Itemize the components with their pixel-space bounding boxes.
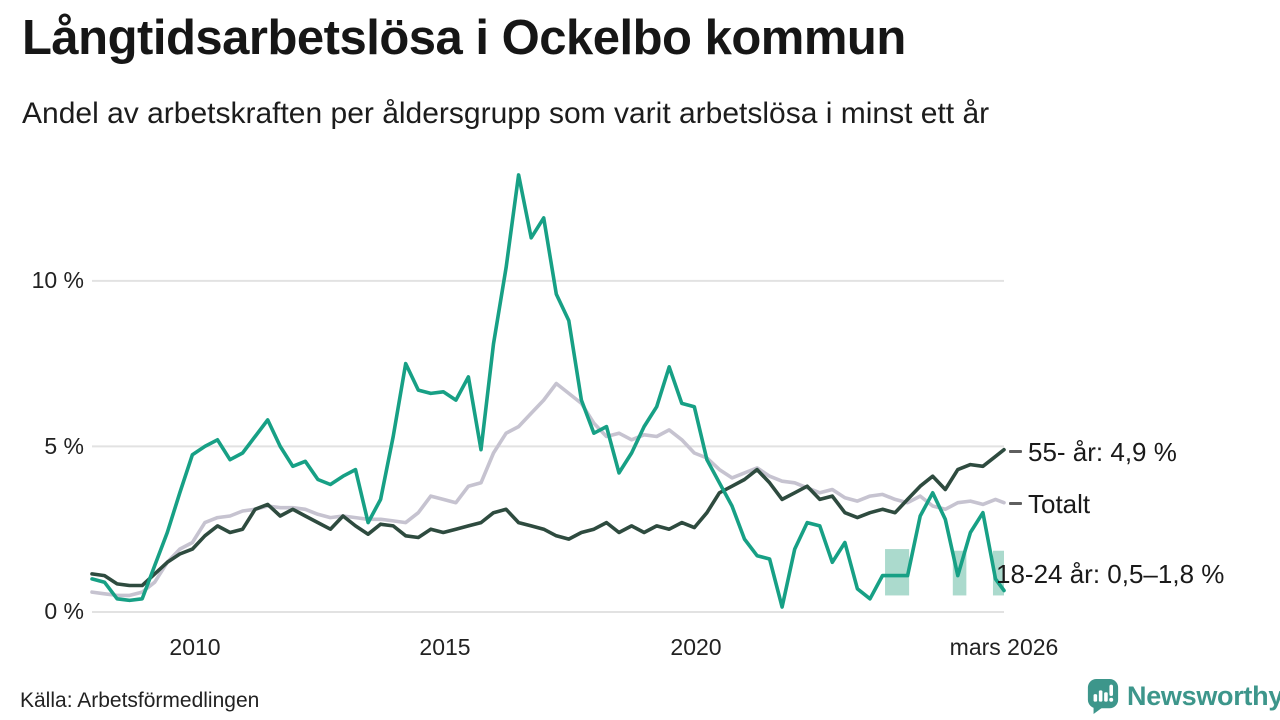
end-label-tick-totalt (1009, 502, 1022, 505)
end-label-tick-55-ar (1009, 450, 1022, 453)
source-note: Källa: Arbetsförmedlingen (20, 689, 260, 712)
x-axis-tick-2010: 2010 (169, 634, 221, 660)
end-label-18-24-ar: 18-24 år: 0,5–1,8 % (996, 559, 1225, 589)
x-axis-tick-2020: 2020 (670, 634, 722, 660)
uncertainty-band-2 (992, 550, 1004, 596)
y-axis-tick-5: 5 % (44, 433, 84, 459)
uncertainty-band-0 (885, 549, 910, 596)
x-axis-tick-2015: 2015 (419, 634, 471, 660)
end-label-55-ar: 55- år: 4,9 % (1028, 437, 1177, 467)
series-line-totalt (90, 381, 1006, 598)
newsworthy-speech-bubble-bar-chart-icon (1087, 679, 1119, 714)
x-axis-tick-mars-2026: mars 2026 (949, 634, 1059, 660)
y-axis-tick-10: 10 % (31, 267, 84, 293)
end-label-totalt: Totalt (1028, 489, 1091, 519)
page-subtitle: Andel av arbetskraften per åldersgrupp s… (22, 97, 990, 130)
series-line-18-24-r (90, 173, 1006, 609)
newsworthy-logo: Newsworthy (1086, 677, 1280, 715)
y-axis-tick-0: 0 % (44, 598, 84, 624)
newsworthy-wordmark: Newsworthy (1127, 680, 1280, 711)
page-title: Långtidsarbetslösa i Ockelbo kommun (22, 11, 906, 65)
series-line-55-r (90, 447, 1006, 588)
